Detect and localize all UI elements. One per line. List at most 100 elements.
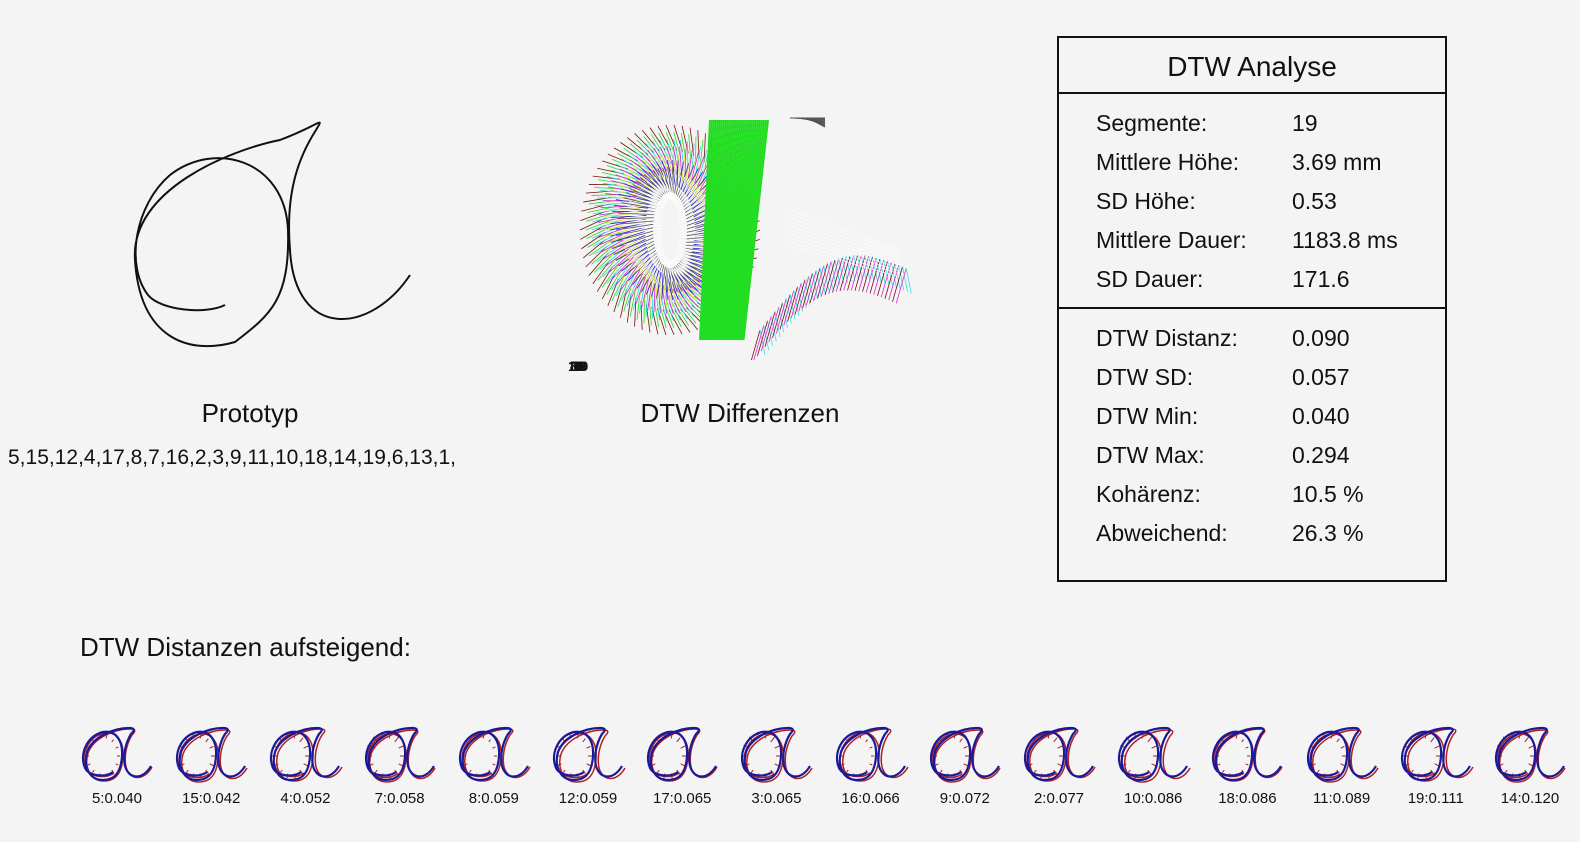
difference-hatch	[868, 763, 873, 766]
difference-hatch	[1339, 763, 1345, 767]
ranking-label: 8:0.059	[468, 790, 519, 807]
dtw-connector	[774, 311, 781, 337]
dtw-connector	[677, 196, 710, 217]
dtw-connector	[735, 119, 759, 341]
dtw-connector	[661, 273, 664, 300]
dtw-connector	[626, 205, 663, 213]
dtw-connector	[621, 224, 662, 231]
dtw-connector	[727, 119, 749, 341]
dtw-connector	[607, 252, 633, 274]
dtw-connector	[653, 147, 668, 172]
ranking-thumbnail: 14:0.120	[1483, 722, 1577, 807]
difference-hatch	[1147, 736, 1153, 743]
difference-hatch	[1434, 745, 1440, 749]
ranking-label: 18:0.086	[1218, 790, 1277, 807]
dtw-connector	[666, 267, 668, 293]
dtw-connector	[615, 261, 636, 286]
dtw-connector	[603, 221, 638, 231]
dtw-connector	[643, 252, 665, 277]
ranking-thumbnail: 5:0.040	[70, 722, 164, 807]
dtw-connector	[668, 260, 673, 286]
difference-hatch	[115, 763, 119, 766]
ranking-thumbnail: 19:0.111	[1389, 722, 1483, 807]
prototype-stroke	[133, 121, 411, 348]
dtw-connector	[634, 298, 637, 327]
stat-label: DTW Max:	[1096, 442, 1205, 468]
dtw-connector	[646, 165, 665, 187]
dtw-connector	[789, 245, 901, 278]
dtw-connector	[824, 259, 836, 296]
stat-row: Segmente: 19	[1059, 104, 1445, 143]
dtw-connector	[643, 182, 667, 203]
ranking-thumbnail: 15:0.042	[164, 722, 258, 807]
difference-hatch	[1236, 735, 1238, 739]
dtw-connector	[682, 293, 701, 314]
thumbnail-letter	[364, 726, 436, 783]
difference-hatch	[959, 769, 963, 774]
dtw-connector	[684, 156, 691, 184]
prototype-trace	[647, 726, 718, 782]
dtw-connector	[649, 156, 665, 179]
dtw-connector	[660, 294, 667, 321]
stat-row: Kohärenz: 10.5 %	[1059, 475, 1445, 514]
dtw-connector	[632, 282, 641, 311]
dtw-connector	[720, 119, 739, 341]
dtw-connector	[587, 231, 614, 248]
difference-hatch	[1222, 769, 1226, 773]
difference-hatch	[115, 746, 119, 749]
dtw-connector	[663, 280, 668, 307]
dtw-differences-title: DTW Differenzen	[640, 398, 840, 428]
dtw-connector	[606, 260, 627, 284]
dtw-connector	[658, 286, 661, 314]
dtw-connector	[654, 257, 667, 284]
dtw-connector	[717, 119, 735, 341]
dtw-connector	[592, 213, 623, 223]
dtw-connector	[615, 242, 647, 261]
dtw-connector	[895, 268, 907, 304]
dtw-connector	[732, 119, 755, 341]
prototype-trace	[176, 726, 247, 782]
dtw-connector	[883, 259, 890, 285]
dtw-connector	[813, 265, 825, 301]
dtw-connector	[630, 159, 654, 177]
dtw-connector	[674, 178, 690, 204]
dtw-connector	[888, 265, 900, 301]
difference-hatch	[1217, 763, 1221, 766]
dtw-connector	[606, 269, 623, 295]
prototype-trace	[1118, 726, 1189, 782]
dtw-connector	[613, 249, 640, 270]
dtw-connector	[643, 158, 663, 180]
dtw-connector	[753, 325, 765, 360]
difference-hatch	[586, 763, 591, 767]
dtw-connector	[671, 260, 686, 284]
dtw-connector	[675, 281, 691, 304]
prototype-trace	[1306, 726, 1377, 782]
prototype-trace	[364, 726, 435, 782]
dtw-connector	[604, 247, 632, 267]
dtw-connector	[610, 230, 646, 243]
dtw-connector	[602, 254, 625, 277]
dtw-connector	[631, 196, 664, 209]
difference-hatch	[582, 769, 586, 774]
stat-row: DTW Max: 0.294	[1059, 436, 1445, 475]
dtw-connector	[664, 274, 668, 300]
dtw-connector	[607, 278, 619, 307]
dtw-connector	[699, 119, 711, 341]
ranking-thumbnail: 4:0.052	[258, 722, 352, 807]
dtw-connector	[723, 119, 743, 341]
dtw-connector	[694, 155, 705, 183]
dtw-connector	[890, 262, 897, 288]
dtw-connector	[789, 229, 901, 266]
dtw-connector	[809, 267, 821, 304]
dtw-connector	[703, 133, 706, 162]
dtw-connector	[872, 256, 878, 282]
stat-label: Segmente:	[1096, 110, 1208, 136]
dtw-connector	[760, 316, 772, 352]
dtw-connector	[671, 274, 684, 299]
difference-hatch	[209, 763, 214, 767]
dtw-connector	[779, 294, 791, 330]
thumbnail-letter	[835, 726, 909, 782]
difference-hatch	[205, 738, 209, 743]
stat-value: 0.294	[1292, 442, 1350, 468]
dtw-connector	[706, 119, 721, 341]
